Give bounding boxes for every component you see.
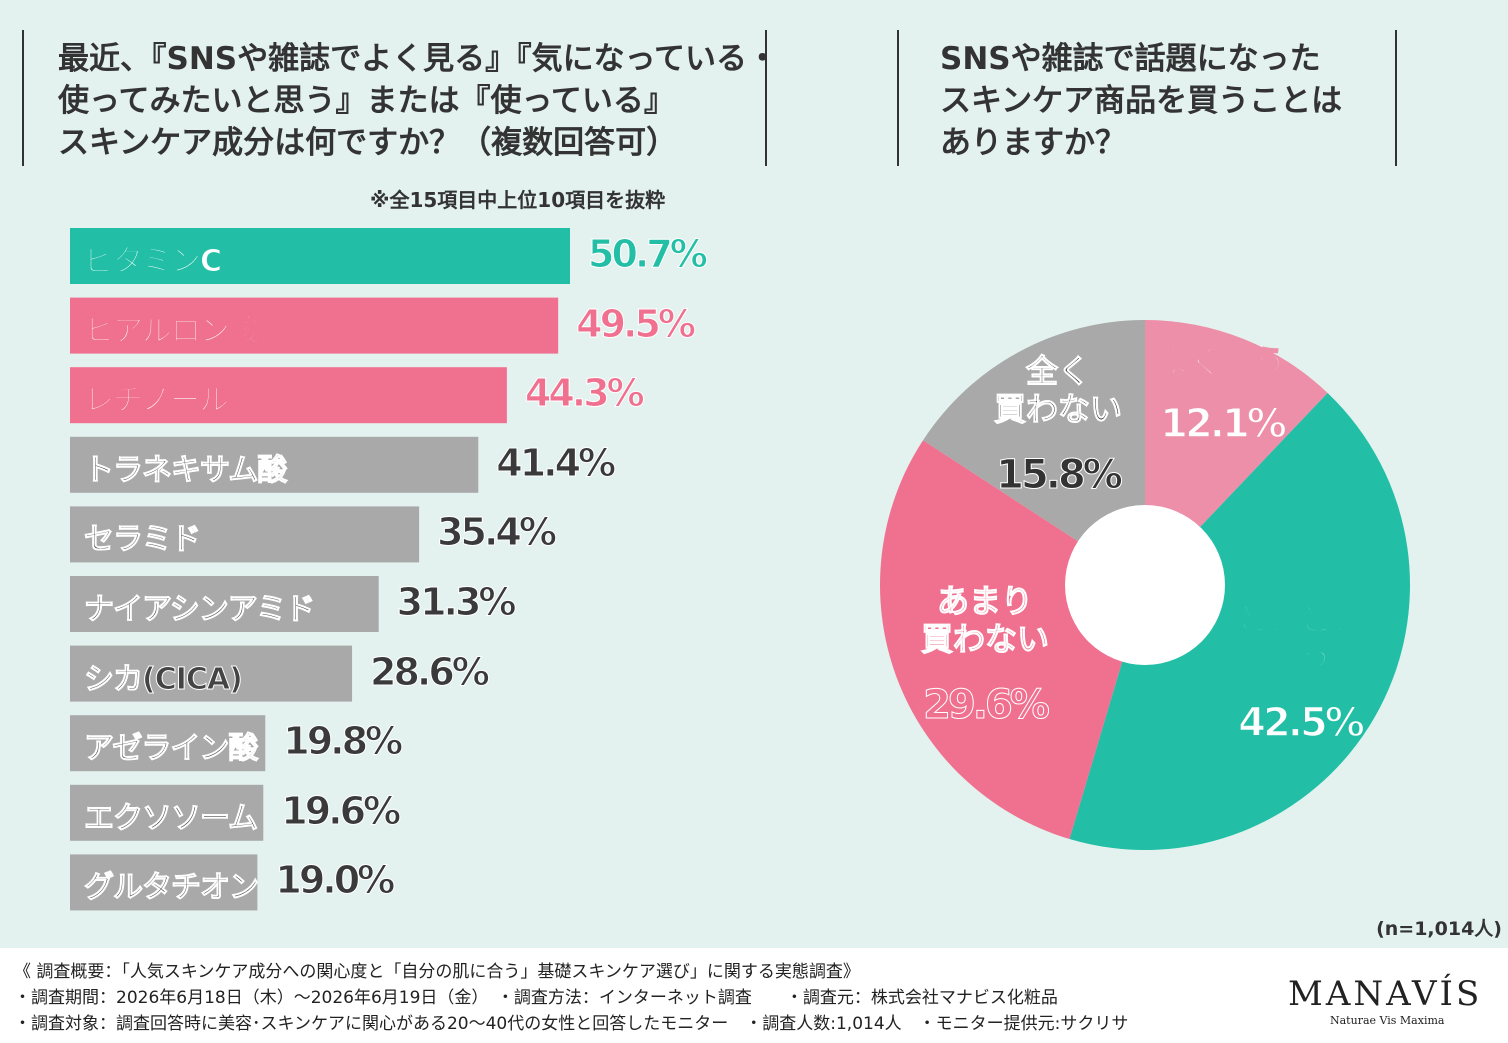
bar-label: トラネキサム酸	[83, 452, 287, 488]
footer-line: ・調査対象：調査回答時に美容･スキンケアに関心がある20～40代の女性と回答した…	[14, 1014, 1129, 1034]
donut-slice	[1145, 320, 1328, 585]
value-label: 31.3%	[396, 580, 517, 625]
slice-label: 全く 買わない	[993, 352, 1123, 429]
bar-label: ナイアシンアミド	[83, 592, 315, 628]
value-label: 49.5%	[576, 301, 697, 346]
slice-label: あまり 買わない	[920, 582, 1050, 659]
bar	[70, 367, 507, 424]
note: ※全15項目中上位10項目を抜粋	[370, 188, 666, 212]
bar	[70, 854, 258, 911]
bar	[70, 436, 479, 493]
value-label: 35.4%	[437, 510, 558, 555]
value-label: 19.0%	[275, 858, 396, 903]
donut-slice	[879, 440, 1145, 840]
footer: 《 調査概要：「人気スキンケア成分への関心度と「自分の肌に合う」基礎スキンケア選…	[0, 948, 1508, 1043]
bar	[70, 506, 420, 563]
slice-value: 12.1%	[1159, 401, 1287, 447]
bar	[70, 715, 266, 772]
donut-slice	[923, 320, 1145, 585]
footer-line: ・調査期間：2026年6月18日（木）～2026年6月19日（金） ・調査方法：…	[14, 988, 1058, 1008]
slice-value: 42.5%	[1237, 700, 1365, 746]
chart-title: SNSや雑誌で話題になった スキンケア商品を買うことは ありますか？	[940, 41, 1343, 161]
bar	[70, 645, 353, 702]
bar-label: エクソソーム	[83, 800, 258, 836]
slice-value: 15.8%	[996, 452, 1124, 498]
value-label: 44.3%	[524, 371, 645, 416]
value-label: 41.4%	[496, 440, 617, 485]
bar-label: ビタミンC	[83, 244, 222, 280]
value-label: 50.7%	[588, 232, 709, 277]
title-box	[22, 30, 767, 166]
donut-hole	[1065, 505, 1225, 665]
bar	[70, 228, 570, 284]
bar-label: アゼライン酸	[83, 731, 258, 767]
footer-line: 《 調査概要：「人気スキンケア成分への関心度と「自分の肌に合う」基礎スキンケア選…	[14, 962, 860, 982]
value-label: 19.6%	[281, 788, 402, 833]
value-label: 19.8%	[283, 719, 404, 764]
bar-label: グルタチオン	[84, 870, 260, 906]
bar	[70, 576, 379, 632]
sample-note: (n=1,014人)	[1376, 918, 1502, 940]
bar-label: シカ(CICA)	[84, 661, 244, 697]
bar-label: ヒアルロン酸	[84, 313, 260, 349]
bar-label: レチノール	[83, 383, 229, 419]
value-label: 28.6%	[370, 649, 491, 694]
bar	[70, 297, 559, 354]
slice-value: 29.6%	[923, 682, 1051, 728]
tagline: Naturae Vis Maxima	[1330, 1014, 1445, 1027]
chart-title: 最近、『SNSや雑誌でよく見る』『気になっている・ 使ってみたいと思う』または『…	[58, 41, 779, 161]
donut-slice	[1069, 392, 1411, 851]
logo: MANAVÍS	[1288, 974, 1483, 1014]
slice-label: ときどき 買う	[1236, 599, 1365, 677]
bar	[70, 784, 264, 841]
slice-label: よく買う	[1157, 342, 1287, 382]
title-box	[897, 30, 1397, 166]
bar-label: セラミド	[84, 522, 202, 558]
